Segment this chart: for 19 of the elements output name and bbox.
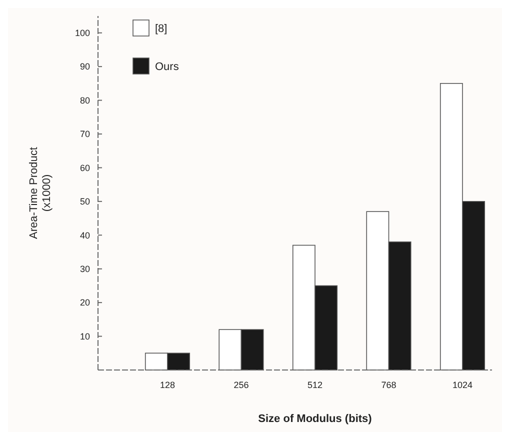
legend-label: [8] (155, 22, 168, 35)
x-tick-label: 128 (160, 380, 176, 390)
y-tick-label: 10 (80, 331, 90, 342)
legend-label: Ours (155, 60, 180, 73)
x-tick-label: 768 (381, 380, 396, 390)
y-tick-label: 90 (80, 62, 90, 72)
y-axis-title: Area-Time Product (x1000) (28, 147, 54, 239)
x-tick-label: 512 (307, 380, 323, 390)
y-tick-label: 50 (80, 196, 90, 207)
y-tick-label: 60 (80, 162, 90, 173)
y-tick-label: 80 (80, 95, 90, 106)
y-tick-label: 40 (80, 230, 90, 240)
y-tick-label: 20 (80, 298, 90, 308)
x-tick-label: 256 (234, 380, 249, 390)
x-axis-title: Size of Modulus (bits) (258, 413, 372, 425)
y-tick-label: 30 (80, 264, 90, 274)
y-tick-label: 100 (74, 28, 90, 38)
x-tick-label: 1024 (452, 380, 473, 390)
y-tick-label: 70 (80, 129, 90, 140)
